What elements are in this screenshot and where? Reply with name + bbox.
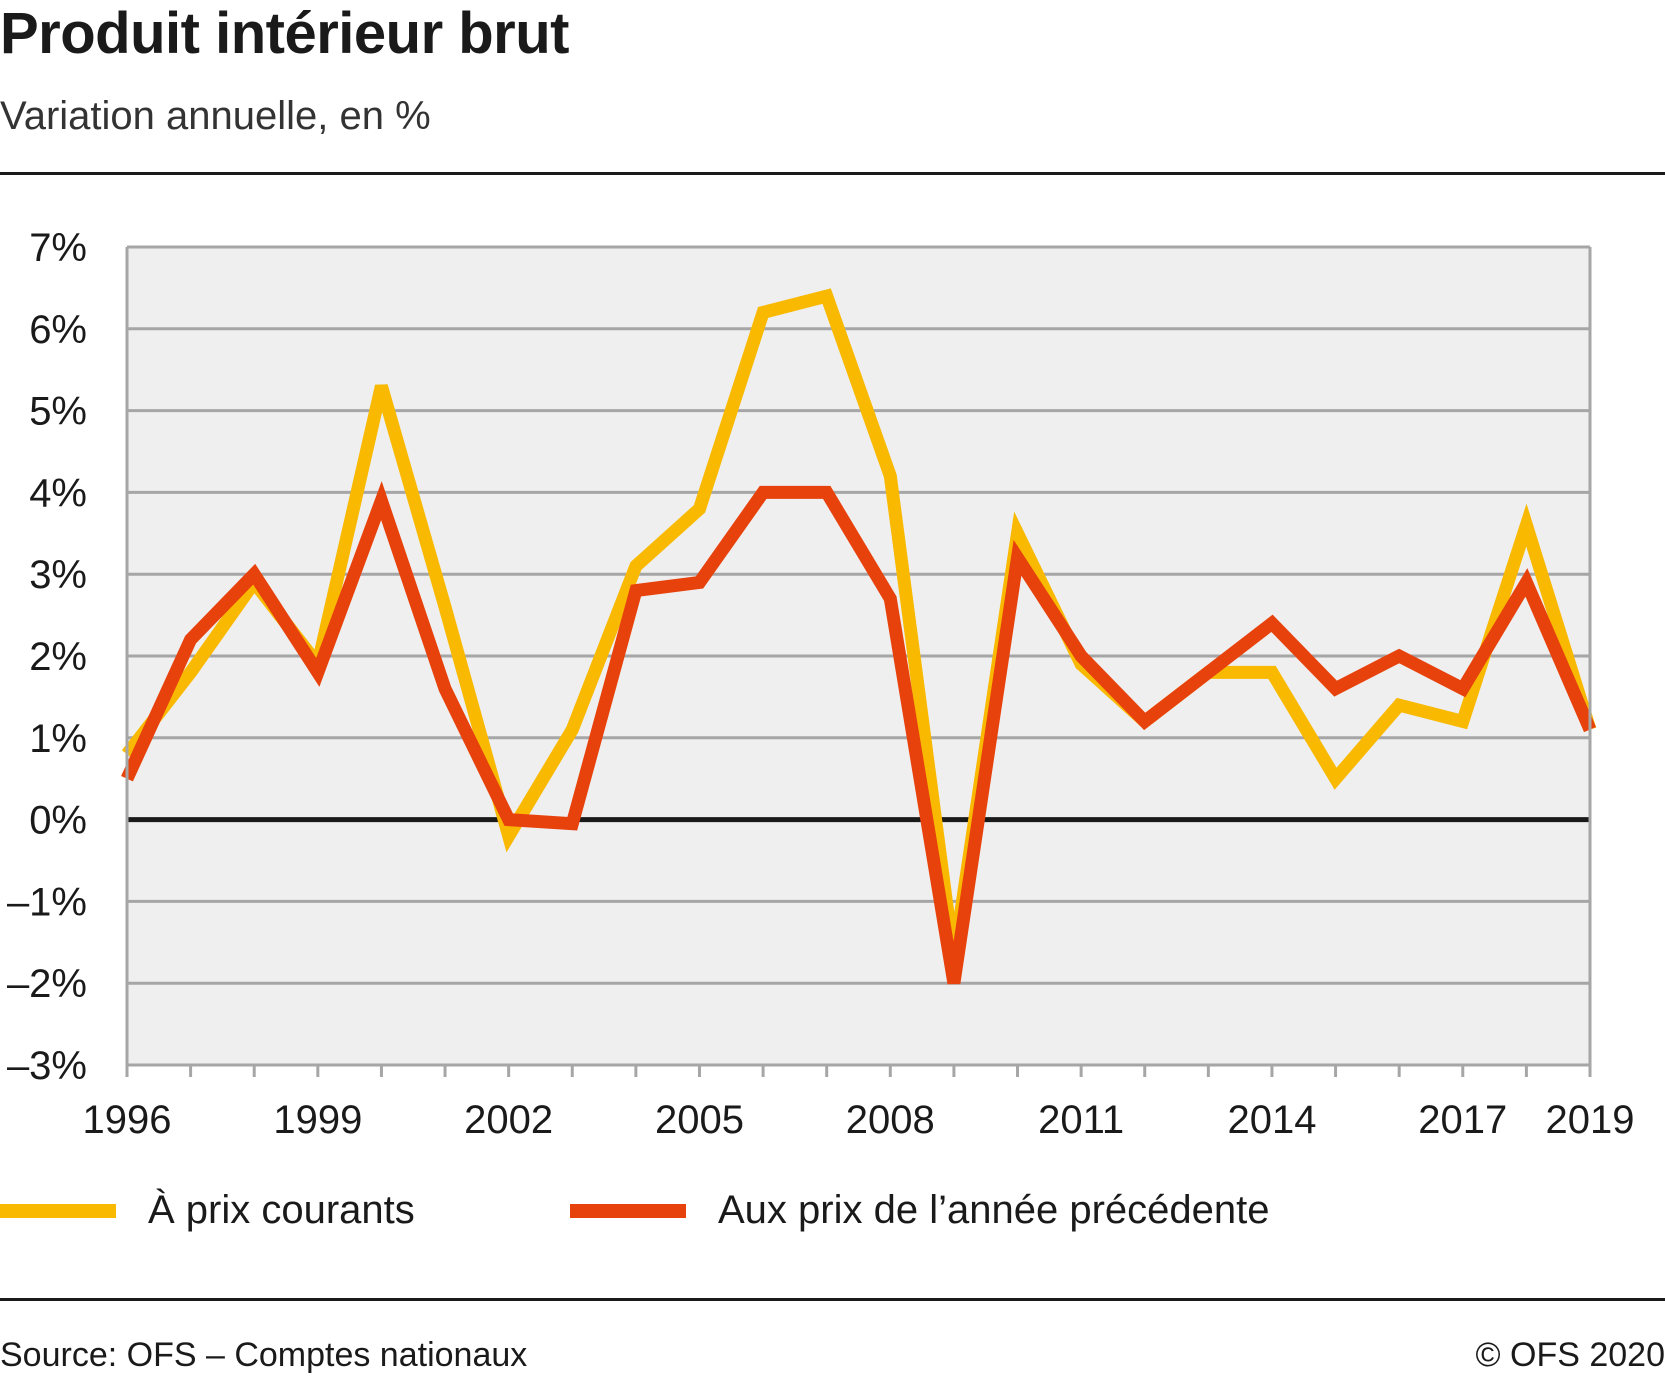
legend-item-previous-year-prices: Aux prix de l’année précédente — [570, 1188, 1269, 1233]
y-tick-label: 6% — [29, 308, 87, 352]
x-tick-label: 2008 — [846, 1098, 935, 1142]
x-tick-label: 2017 — [1418, 1098, 1507, 1142]
y-tick-label: 4% — [29, 471, 87, 515]
bottom-divider — [0, 1298, 1665, 1301]
legend-swatch-previous-year-prices — [570, 1203, 686, 1218]
x-tick-label: 2019 — [1546, 1098, 1635, 1142]
chart-subtitle: Variation annuelle, en % — [0, 94, 431, 138]
copyright-note: © OFS 2020 — [1475, 1336, 1665, 1374]
y-tick-label: –3% — [7, 1044, 87, 1088]
y-tick-label: 7% — [29, 226, 87, 270]
y-tick-label: –1% — [7, 880, 87, 924]
y-tick-label: 2% — [29, 635, 87, 679]
series-line-current-prices — [121, 288, 1597, 960]
top-divider — [0, 172, 1665, 175]
x-tick-label: 2014 — [1227, 1098, 1316, 1142]
x-tick-label: 2005 — [655, 1098, 744, 1142]
y-tick-label: 0% — [29, 799, 87, 843]
series-line-previous-year-prices — [121, 481, 1596, 985]
x-tick-label: 2002 — [464, 1098, 553, 1142]
line-chart: 7% 6% 5% 4% 3% 2% 1% 0% –1% –2% –3% 1996 1999 2002 20… — [7, 226, 1635, 1142]
legend-item-current-prices: À prix courants — [0, 1188, 415, 1233]
y-tick-label: 1% — [29, 717, 87, 761]
y-tick-label: 3% — [29, 553, 87, 597]
x-tick-label: 2011 — [1038, 1098, 1124, 1142]
legend-swatch-current-prices — [0, 1203, 116, 1218]
x-tick-label: 1996 — [83, 1098, 172, 1142]
source-note: Source: OFS – Comptes nationaux — [0, 1336, 528, 1374]
legend-label-previous-year-prices: Aux prix de l’année précédente — [718, 1188, 1270, 1232]
y-tick-label: 5% — [29, 390, 87, 434]
chart-title: Produit intérieur brut — [0, 1, 570, 66]
x-tick-label: 1999 — [273, 1098, 362, 1142]
legend-label-current-prices: À prix courants — [148, 1188, 415, 1232]
y-tick-label: –2% — [7, 962, 87, 1006]
